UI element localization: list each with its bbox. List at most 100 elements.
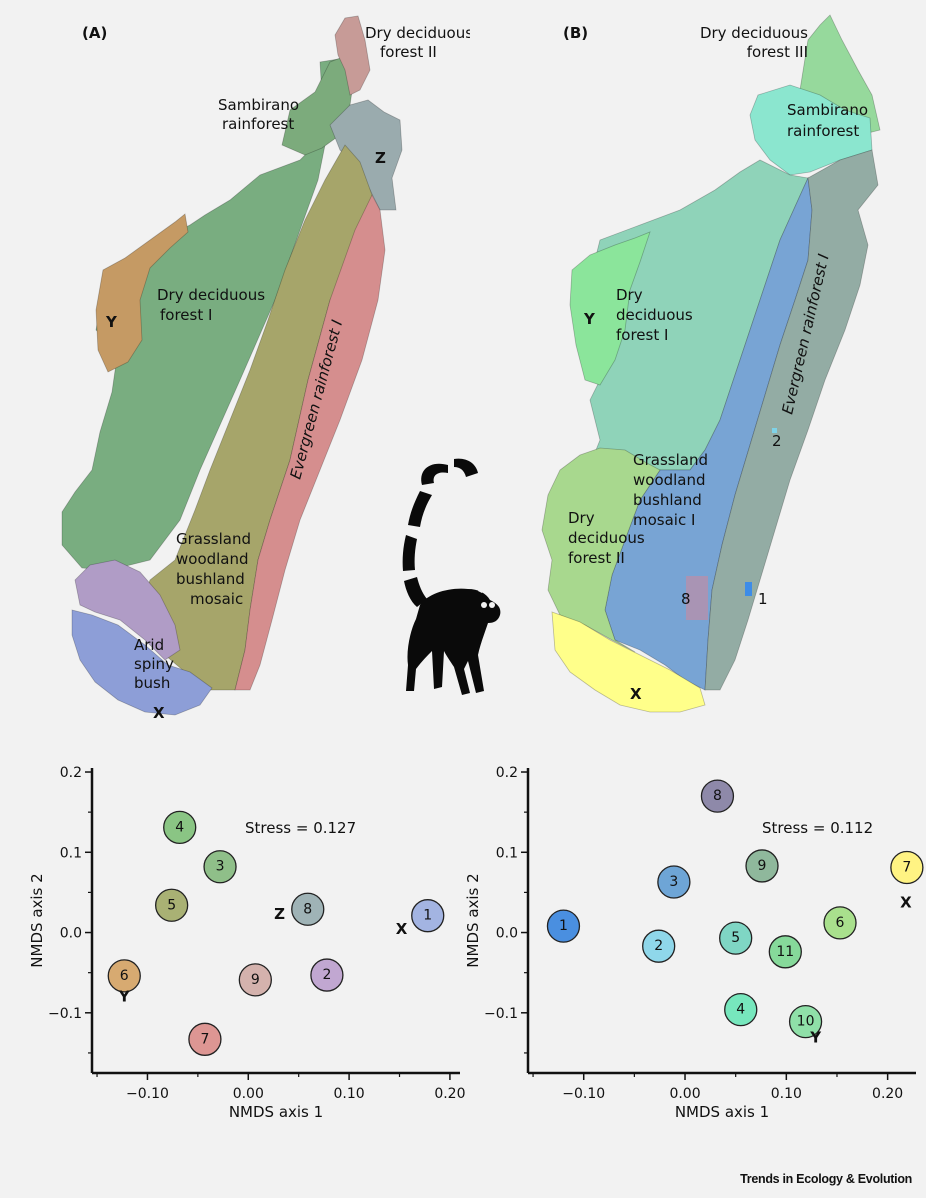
nmds-point-circle [163, 810, 197, 845]
panel-b-marker-8: 8 [681, 590, 691, 608]
panel-b-region-arid [551, 611, 706, 713]
nmds-point-label: 1 [423, 908, 432, 924]
nmds-point-circle [107, 959, 141, 993]
nmds-point-1: 1 [546, 909, 581, 943]
stress-annotation: Stress = 0.127 [245, 819, 356, 837]
nmds-point-9: 9 [238, 963, 272, 997]
y-tick-label: 0.1 [60, 845, 82, 861]
panel-b-label: (B) [563, 24, 588, 42]
nmds-point-circle [719, 921, 753, 955]
panel-a-region-evergreen [234, 194, 386, 691]
panel-b-region-y-zone [569, 231, 651, 386]
panel-b-patch-1 [745, 582, 752, 596]
x-axis-title: NMDS axis 1 [229, 1103, 323, 1121]
nmds-point-circle [745, 849, 779, 883]
panel-a-map: (A) Dry deciduous forest II Sambirano rain… [61, 15, 470, 722]
panel-a-region-y-zone [95, 213, 189, 373]
nmds-marker-z: Z [274, 905, 285, 923]
nmds-point-circle [188, 1022, 222, 1056]
panel-a-region-arid-upper [74, 559, 181, 661]
panel-b-patch-2 [772, 428, 777, 433]
nmds-point-circle [788, 1004, 823, 1039]
y-tick-label: 0.2 [60, 765, 82, 781]
nmds-point-6: 6 [823, 906, 857, 940]
nmds-point-label: 7 [902, 860, 911, 876]
panel-a-region-arid [71, 609, 213, 716]
panel-a-marker-y: Y [105, 313, 118, 331]
nmds-point-label: 3 [669, 874, 678, 890]
panel-b-marker-y: Y [583, 310, 596, 328]
panel-b-label-grassland: Grassland woodland bushland mosaic I [633, 451, 708, 529]
nmds-point-11: 11 [768, 935, 802, 969]
nmds-marker-y: Y [118, 988, 131, 1006]
nmds-point-label: 5 [167, 897, 176, 913]
nmds-point-circle [700, 779, 735, 813]
y-axis-title: NMDS axis 2 [28, 873, 46, 967]
nmds-point-6: 6 [107, 959, 141, 993]
journal-footer: Trends in Ecology & Evolution [740, 1172, 912, 1186]
nmds-point-circle [154, 888, 189, 922]
nmds-point-5: 5 [154, 888, 189, 922]
nmds-marker-x: X [900, 894, 912, 912]
nmds-point-circle [823, 906, 857, 940]
x-axis-title: NMDS axis 1 [675, 1103, 769, 1121]
nmds-point-circle [238, 963, 272, 997]
panel-b-label-dry-deciduous-ii: Dry deciduous forest II [568, 509, 645, 567]
nmds-point-label: 9 [758, 858, 767, 874]
nmds-point-8: 8 [700, 779, 735, 813]
stress-annotation: Stress = 0.112 [762, 819, 873, 837]
nmds-point-7: 7 [890, 850, 924, 885]
panel-a-label-dry-deciduous-i: Dry deciduous forest I [157, 286, 265, 324]
nmds-point-label: 4 [736, 1002, 745, 1018]
nmds-chart-a: −0.10 0.00 0.10 0.20 0.2 0.1 0.0 −0.1 NMDS axis … [28, 765, 466, 1121]
nmds-point-label: 5 [731, 930, 740, 946]
nmds-point-label: 6 [836, 915, 845, 931]
y-tick-label: 0.0 [60, 926, 82, 942]
nmds-point-label: 8 [303, 901, 312, 917]
panel-a-marker-x: X [153, 704, 165, 722]
nmds-point-label: 6 [120, 968, 129, 984]
panel-a-label-sambirano: Sambirano rainforest [218, 96, 299, 133]
nmds-point-circle [657, 865, 691, 899]
x-tick-label: 0.00 [233, 1086, 264, 1102]
nmds-point-circle [768, 935, 802, 969]
nmds-point-circle [411, 899, 445, 933]
nmds-marker-y: Y [809, 1029, 822, 1047]
nmds-point-circle [890, 850, 924, 885]
lemur-silhouette-icon [402, 458, 501, 695]
nmds-point-circle [724, 992, 758, 1027]
x-tick-label: −0.10 [562, 1086, 605, 1102]
nmds-point-label: 3 [216, 859, 225, 875]
y-axis-title: NMDS axis 2 [464, 873, 482, 967]
y-tick-label: 0.0 [496, 926, 518, 942]
nmds-point-2: 2 [310, 958, 344, 992]
panel-b-patch-8 [686, 576, 708, 620]
nmds-point-4: 4 [724, 992, 758, 1027]
nmds-point-10: 10 [788, 1004, 823, 1039]
panel-a-marker-z: Z [375, 149, 386, 167]
x-tick-label: 0.20 [434, 1086, 465, 1102]
panel-b-marker-1: 1 [758, 590, 768, 608]
nmds-point-circle [291, 892, 325, 926]
nmds-point-2: 2 [642, 929, 676, 963]
x-tick-label: 0.00 [669, 1086, 700, 1102]
nmds-point-label: 9 [251, 972, 260, 988]
panel-b-marker-2: 2 [772, 432, 782, 450]
panel-b-region-dry-deciduous-ii [541, 447, 661, 653]
panel-b-map: (B) Dry deciduous forest III Sambirano rai… [541, 14, 881, 713]
nmds-point-label: 10 [797, 1014, 815, 1030]
panel-b-region-evergreen [704, 149, 879, 691]
nmds-point-circle [310, 958, 344, 992]
nmds-point-circle [642, 929, 676, 963]
nmds-point-label: 11 [776, 944, 794, 960]
panel-a-region-dry-deciduous-i [61, 57, 353, 571]
y-tick-label: −0.1 [48, 1006, 82, 1022]
nmds-point-3: 3 [657, 865, 691, 899]
nmds-point-label: 8 [713, 788, 722, 804]
panel-a-label-arid: Arid spiny bush [134, 636, 174, 692]
nmds-point-3: 3 [203, 850, 237, 884]
y-tick-label: −0.1 [484, 1006, 518, 1022]
panel-a-label-grassland: Grassland woodland bushland mosaic [176, 530, 251, 608]
panel-b-marker-x: X [630, 685, 642, 703]
x-tick-label: 0.10 [334, 1086, 365, 1102]
